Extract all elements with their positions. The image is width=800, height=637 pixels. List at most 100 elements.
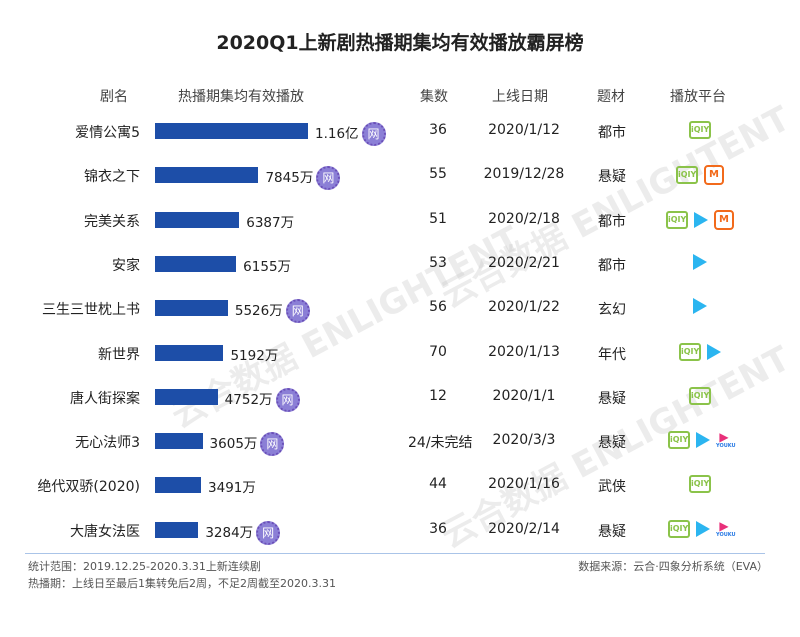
drama-name: 完美关系 bbox=[84, 213, 140, 230]
table-row: 三生三世枕上书 5526万网 56 2020/1/22 玄幻 bbox=[0, 293, 800, 324]
value-label: 6155万 bbox=[243, 258, 292, 275]
value-label: 7845万 bbox=[265, 170, 314, 187]
bar bbox=[155, 300, 228, 317]
footer-source: 数据来源：云合·四象分析系统（EVA） bbox=[578, 560, 768, 573]
value-label-wrap: 1.16亿网 bbox=[315, 122, 386, 146]
value-label: 3284万 bbox=[205, 524, 254, 541]
platforms: iQIY bbox=[640, 121, 760, 139]
value-label-wrap: 5526万网 bbox=[234, 299, 310, 324]
platforms: iQIY bbox=[640, 475, 760, 494]
bar bbox=[155, 255, 237, 272]
bar bbox=[155, 167, 259, 184]
table-row: 唐人街探案 4752万网 12 2020/1/1 悬疑 iQIY bbox=[0, 382, 800, 412]
value-label: 3491万 bbox=[208, 480, 256, 497]
platforms bbox=[640, 253, 760, 270]
platforms: iQIY M bbox=[640, 165, 760, 186]
drama-name: 爱情公寓5 bbox=[75, 125, 140, 141]
value-label: 5192万 bbox=[230, 347, 279, 364]
youku-icon: ▶ YOUKU bbox=[716, 430, 736, 450]
platforms: iQIY M bbox=[640, 209, 760, 230]
episodes: 53 bbox=[429, 254, 447, 271]
platforms: iQIY ▶ YOUKU bbox=[640, 518, 760, 538]
iqiyi-icon: iQIY bbox=[676, 166, 698, 185]
drama-name: 新世界 bbox=[98, 346, 140, 363]
tencent-video-icon bbox=[696, 432, 710, 449]
release-date: 2020/3/3 bbox=[492, 432, 556, 449]
table-row: 爱情公寓5 1.16亿网 36 2020/1/12 都市 iQIY bbox=[0, 116, 800, 146]
platforms: iQIY ▶ YOUKU bbox=[640, 430, 760, 450]
iqiyi-icon: iQIY bbox=[666, 210, 688, 229]
bar bbox=[155, 477, 202, 494]
footer-scope: 统计范围：2019.12.25-2020.3.31上新连续剧 bbox=[28, 560, 261, 573]
release-date: 2020/1/16 bbox=[488, 476, 560, 493]
table-row: 大唐女法医 3284万网 36 2020/2/14 悬疑 iQIY ▶ YOUKU bbox=[0, 515, 800, 545]
iqiyi-icon: iQIY bbox=[679, 342, 701, 361]
network-drama-badge: 网 bbox=[256, 520, 281, 545]
genre: 都市 bbox=[598, 257, 626, 274]
header-genre: 题材 bbox=[597, 89, 625, 105]
chart-title: 2020Q1上新剧热播期集均有效播放霸屏榜 bbox=[216, 32, 584, 54]
platforms: iQIY bbox=[640, 386, 760, 405]
value-label-wrap: 4752万网 bbox=[224, 387, 300, 412]
tencent-video-icon bbox=[696, 520, 710, 537]
value-label-wrap: 3605万网 bbox=[210, 432, 285, 457]
iqiyi-icon: iQIY bbox=[668, 431, 690, 450]
bar bbox=[155, 388, 218, 405]
bar bbox=[155, 123, 308, 139]
table-row: 新世界 5192万 70 2020/1/13 年代 iQIY bbox=[0, 338, 800, 368]
genre: 都市 bbox=[598, 213, 626, 230]
genre: 都市 bbox=[598, 125, 626, 141]
iqiyi-icon: iQIY bbox=[689, 475, 711, 494]
episodes: 70 bbox=[429, 343, 447, 360]
footer-divider bbox=[25, 553, 765, 554]
table-row: 完美关系 6387万 51 2020/2/18 都市 iQIY M bbox=[0, 205, 800, 235]
bar bbox=[155, 211, 240, 228]
value-label: 6387万 bbox=[246, 214, 295, 231]
episodes: 36 bbox=[429, 122, 447, 138]
value-label-wrap: 6155万 bbox=[243, 255, 291, 275]
drama-name: 锦衣之下 bbox=[84, 169, 140, 186]
episodes: 24/未完结 bbox=[408, 435, 473, 452]
drama-name: 安家 bbox=[112, 257, 140, 274]
mango-tv-icon: M bbox=[714, 209, 734, 230]
drama-name: 绝代双骄(2020) bbox=[37, 479, 140, 496]
episodes: 55 bbox=[429, 166, 447, 183]
value-label: 5526万 bbox=[234, 303, 283, 320]
footer-period: 热播期：上线日至最后1集转免后2周，不足2周截至2020.3.31 bbox=[28, 577, 336, 590]
tencent-video-icon bbox=[707, 343, 721, 360]
header-plays: 热播期集均有效播放 bbox=[178, 89, 304, 105]
header-date: 上线日期 bbox=[492, 89, 548, 105]
genre: 悬疑 bbox=[598, 390, 626, 407]
release-date: 2020/1/12 bbox=[488, 122, 560, 138]
value-label-wrap: 3491万 bbox=[208, 476, 256, 496]
youku-icon: ▶ YOUKU bbox=[716, 518, 736, 538]
episodes: 56 bbox=[429, 299, 447, 316]
table-row: 安家 6155万 53 2020/2/21 都市 bbox=[0, 249, 800, 279]
value-label: 4752万 bbox=[224, 391, 273, 408]
tencent-video-icon bbox=[694, 211, 708, 228]
release-date: 2020/1/13 bbox=[488, 343, 560, 360]
value-label-wrap: 6387万 bbox=[246, 211, 294, 231]
bar bbox=[155, 521, 199, 538]
genre: 悬疑 bbox=[598, 169, 626, 186]
drama-name: 三生三世枕上书 bbox=[42, 302, 140, 319]
drama-name: 无心法师3 bbox=[75, 435, 140, 452]
episodes: 36 bbox=[429, 520, 447, 537]
iqiyi-icon: iQIY bbox=[668, 519, 690, 538]
footer-notes: 统计范围：2019.12.25-2020.3.31上新连续剧 热播期：上线日至最… bbox=[28, 558, 336, 592]
genre: 玄幻 bbox=[598, 302, 626, 319]
table-row: 无心法师3 3605万网 24/未完结 2020/3/3 悬疑 iQIY ▶ YOUKU bbox=[0, 426, 800, 457]
youku-label: YOUKU bbox=[716, 443, 736, 450]
mango-tv-icon: M bbox=[704, 165, 724, 186]
genre: 年代 bbox=[598, 346, 626, 363]
episodes: 44 bbox=[429, 476, 447, 493]
bar bbox=[155, 433, 203, 450]
release-date: 2019/12/28 bbox=[483, 166, 565, 183]
network-drama-badge: 网 bbox=[275, 387, 300, 412]
header-name: 剧名 bbox=[100, 89, 128, 105]
release-date: 2020/2/21 bbox=[488, 254, 560, 271]
table-row: 锦衣之下 7845万网 55 2019/12/28 悬疑 iQIY M bbox=[0, 160, 800, 191]
tencent-video-icon bbox=[693, 298, 707, 315]
tencent-video-icon bbox=[693, 253, 707, 270]
